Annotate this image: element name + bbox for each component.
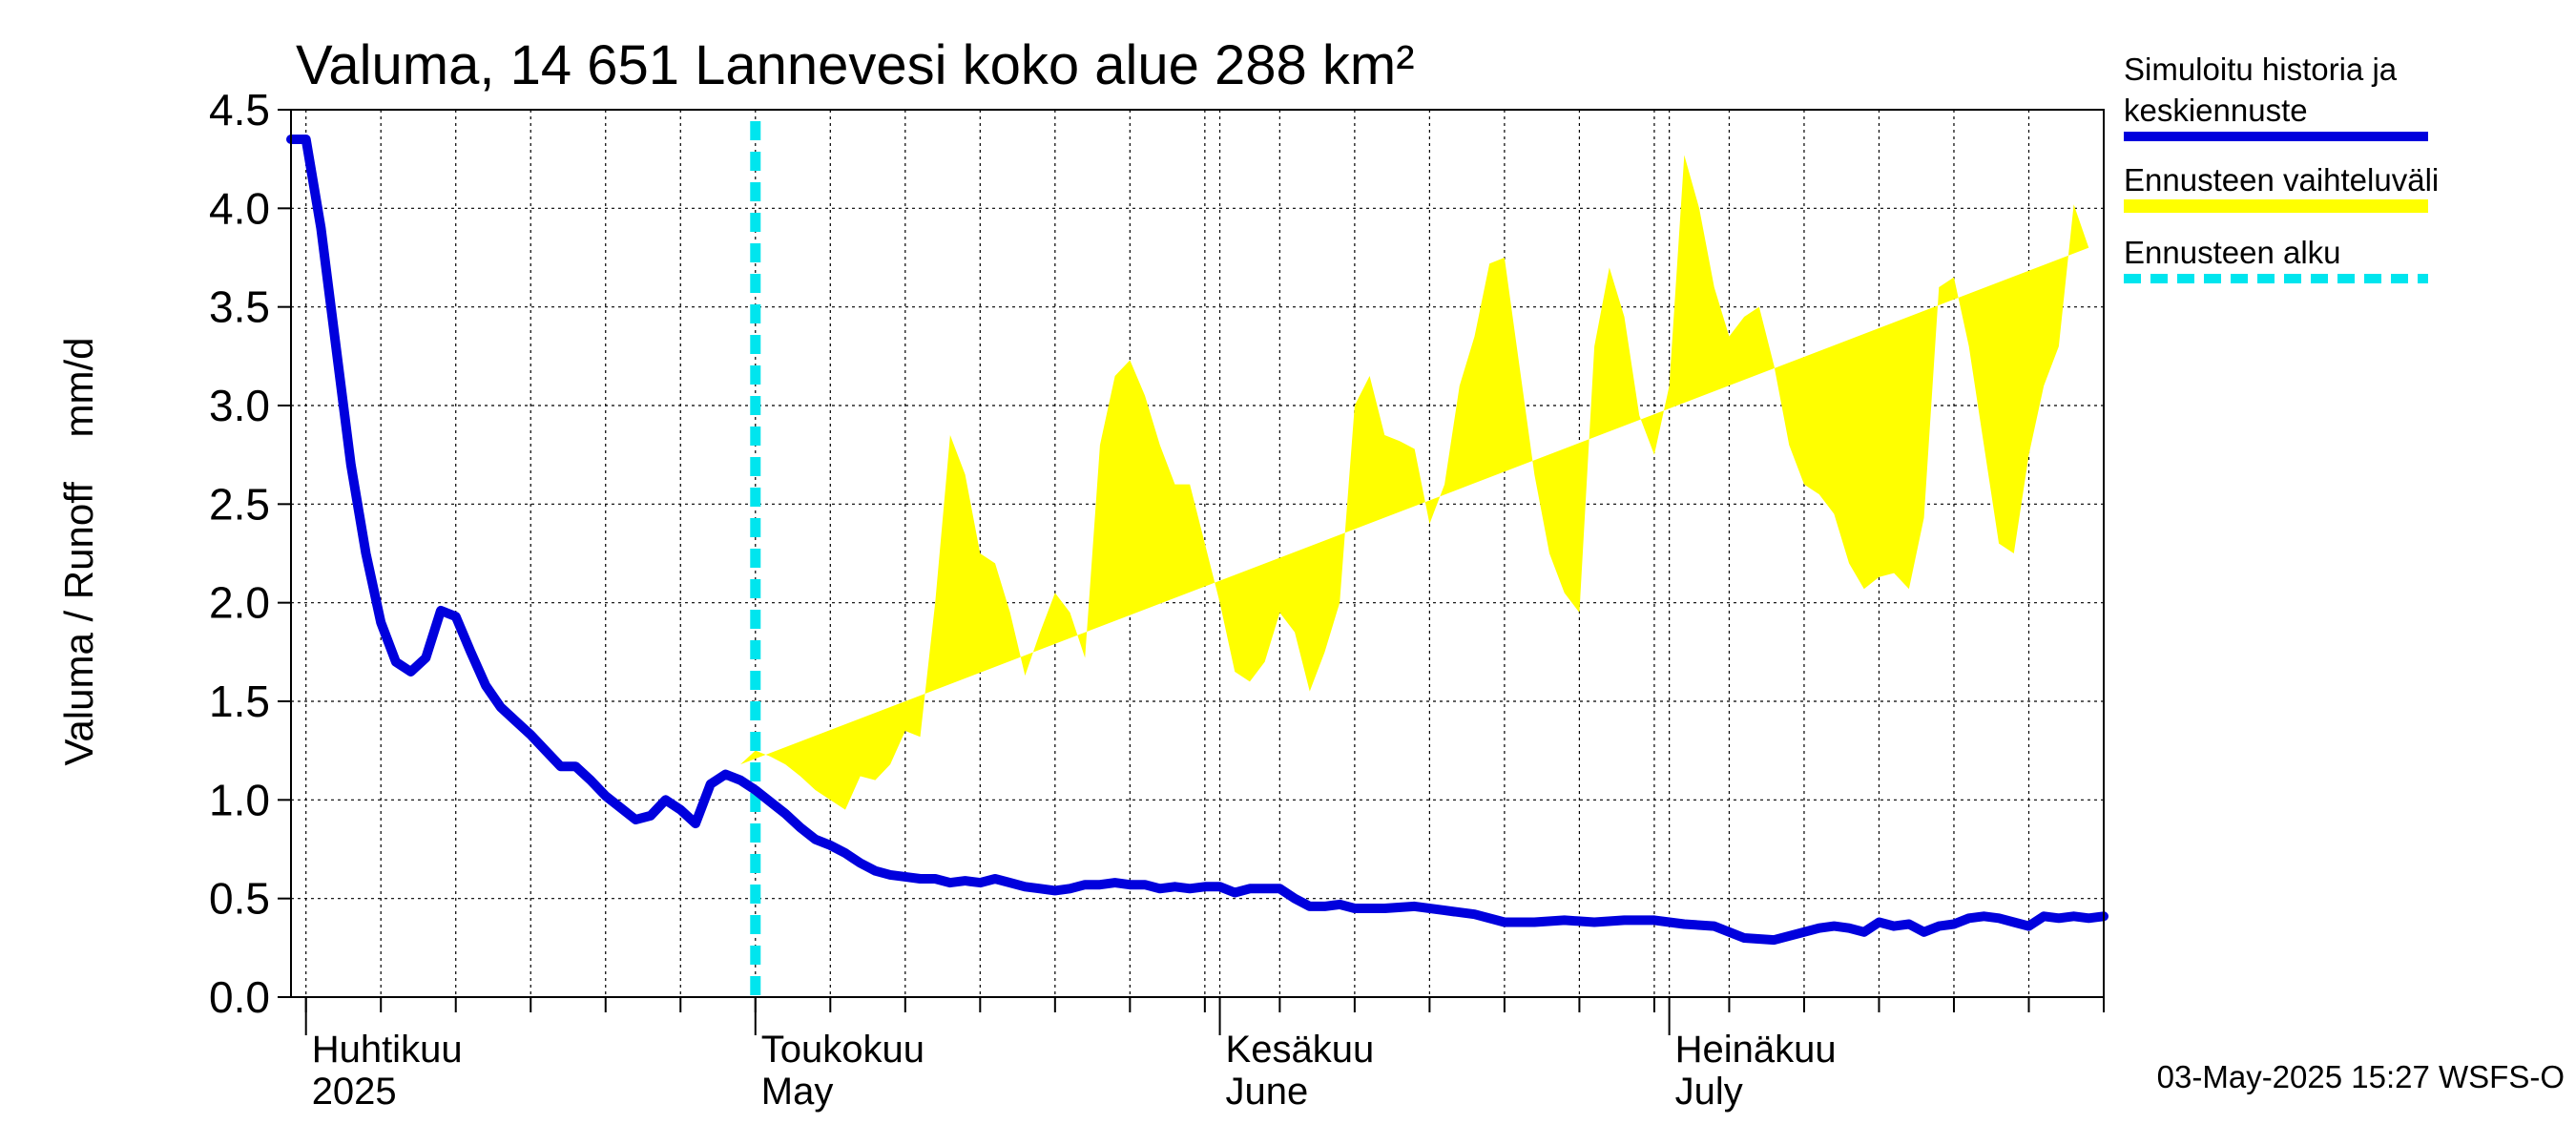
month-label-fi-3: Heinäkuu bbox=[1675, 1029, 1837, 1071]
month-label-fi-0: Huhtikuu bbox=[312, 1029, 463, 1071]
footer-timestamp: 03-May-2025 15:27 WSFS-O bbox=[2157, 1059, 2565, 1094]
y-tick-label-2: 1.0 bbox=[209, 775, 270, 824]
chart-title: Valuma, 14 651 Lannevesi koko alue 288 k… bbox=[296, 34, 1415, 96]
y-tick-label-8: 4.0 bbox=[209, 183, 270, 233]
y-tick-label-7: 3.5 bbox=[209, 282, 270, 332]
legend: Simuloitu historia ja keskiennuste Ennus… bbox=[2124, 52, 2439, 283]
y-tick-label-0: 0.0 bbox=[209, 972, 270, 1022]
month-label-fi-1: Toukokuu bbox=[761, 1029, 924, 1071]
month-label-en-3: July bbox=[1675, 1071, 1743, 1113]
x-axis-ticks bbox=[304, 997, 2105, 1035]
legend-mean-label-1: Simuloitu historia ja bbox=[2124, 52, 2398, 87]
month-label-en-1: May bbox=[761, 1071, 834, 1113]
mean-runoff-line bbox=[286, 135, 2109, 946]
y-tick-label-1: 0.5 bbox=[209, 874, 270, 924]
forecast-range-band bbox=[740, 155, 2089, 810]
y-tick-label-4: 2.0 bbox=[209, 578, 270, 628]
month-label-fi-2: Kesäkuu bbox=[1226, 1029, 1375, 1071]
y-axis-ticks: 0.0 0.5 1.0 1.5 2.0 2.5 3.0 3.5 4.0 4.5 bbox=[209, 85, 291, 1022]
y-tick-label-3: 1.5 bbox=[209, 677, 270, 726]
y-tick-label-6: 3.0 bbox=[209, 381, 270, 430]
legend-mean-label-2: keskiennuste bbox=[2124, 93, 2308, 128]
legend-forecast-start-label: Ennusteen alku bbox=[2124, 235, 2341, 270]
plot-frame bbox=[290, 109, 2105, 998]
y-tick-label-5: 2.5 bbox=[209, 479, 270, 529]
month-label-en-2: June bbox=[1226, 1071, 1309, 1113]
y-tick-label-9: 4.5 bbox=[209, 85, 270, 135]
y-axis-label: Valuma / Runoff mm/d bbox=[56, 338, 101, 766]
legend-band-label: Ennusteen vaihteluväli bbox=[2124, 162, 2439, 198]
month-label-en-0: 2025 bbox=[312, 1071, 397, 1113]
